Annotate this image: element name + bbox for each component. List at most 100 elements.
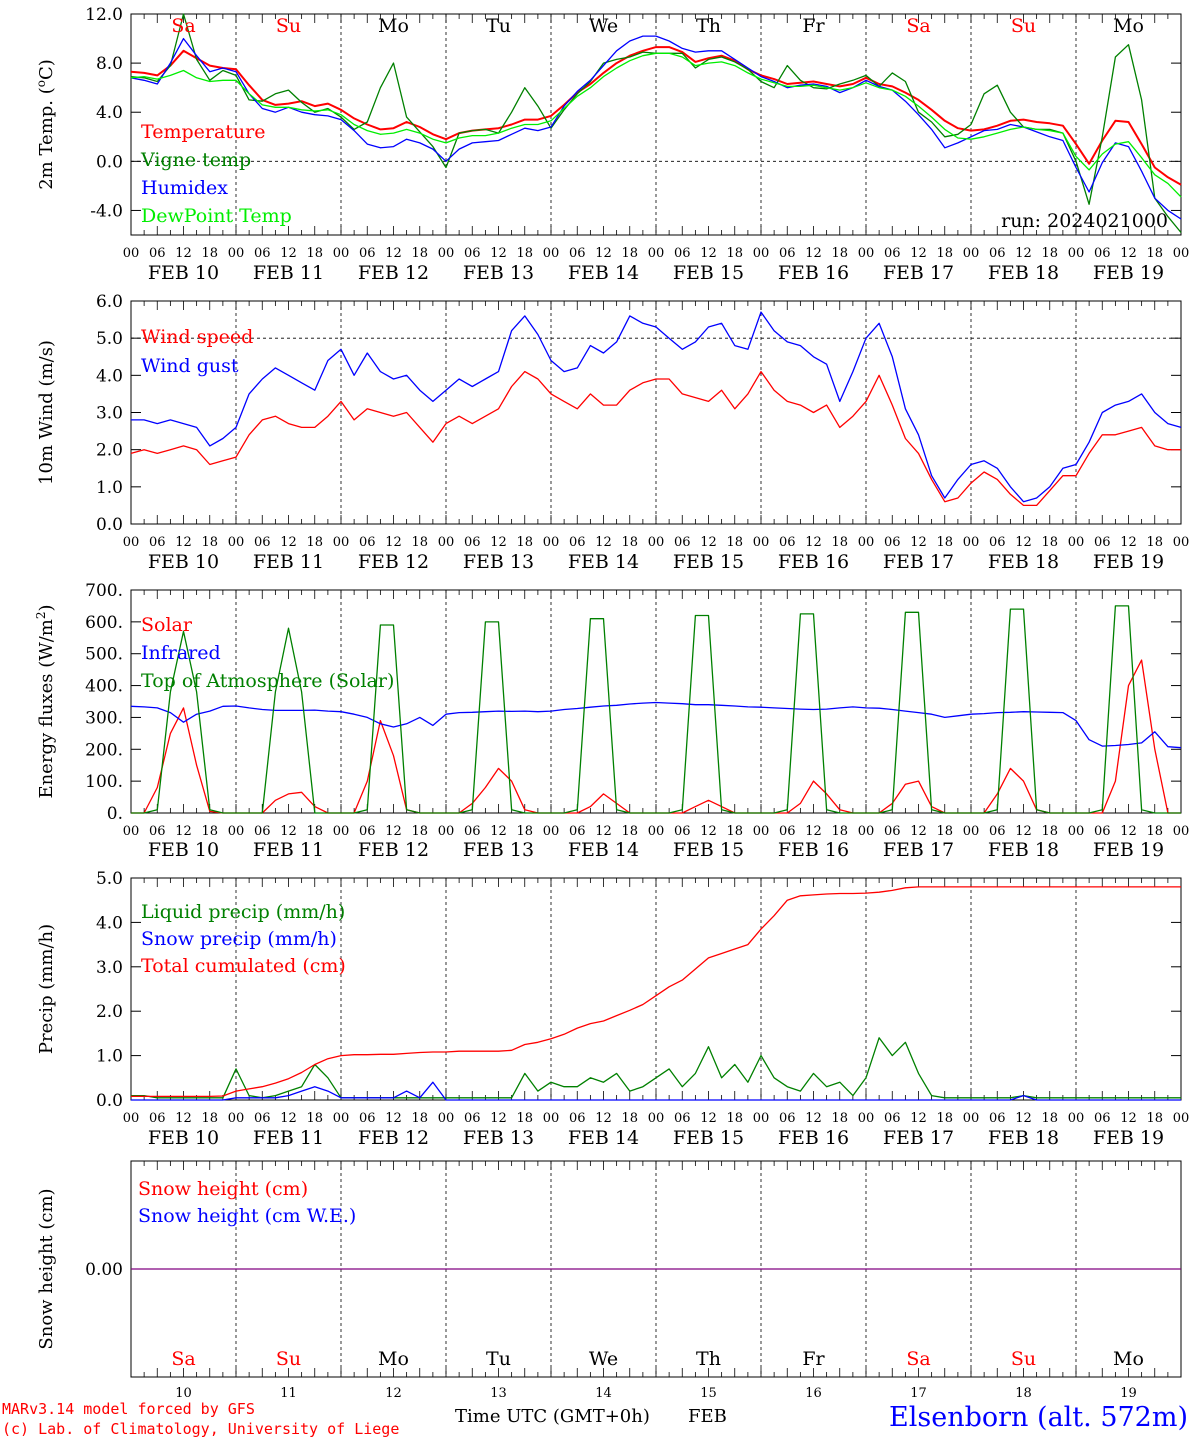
hour-tick-label: 18 xyxy=(201,535,218,550)
hour-tick-label: 00 xyxy=(543,246,560,261)
hour-tick-label: 00 xyxy=(333,824,350,839)
date-label: FEB 16 xyxy=(778,1127,849,1149)
y-tick-label: 0. xyxy=(107,804,123,824)
date-label: FEB 10 xyxy=(148,262,219,284)
date-label: FEB 19 xyxy=(1093,839,1164,861)
hour-tick-label: 06 xyxy=(254,535,271,550)
date-label: FEB 11 xyxy=(253,839,324,861)
y-tick-label: 300. xyxy=(85,708,123,728)
legend-entry: Humidex xyxy=(141,177,228,199)
series-line-total-cumulated-cm xyxy=(131,886,1181,1098)
hour-tick-label: 12 xyxy=(805,246,822,261)
date-label: FEB 16 xyxy=(778,839,849,861)
hour-tick-label: 06 xyxy=(884,824,901,839)
hour-tick-label: 06 xyxy=(674,824,691,839)
hour-tick-label: 18 xyxy=(516,535,533,550)
y-tick-label: 3.0 xyxy=(96,404,123,424)
hour-tick-label: 18 xyxy=(1146,246,1163,261)
y-tick-label: 6.0 xyxy=(96,292,123,312)
date-label: FEB 16 xyxy=(778,262,849,284)
y-axis-label: 2m Temp. (oC) xyxy=(34,59,57,190)
date-label: FEB 15 xyxy=(673,1127,744,1149)
hour-tick-label: 12 xyxy=(1120,246,1137,261)
hour-tick-label: 06 xyxy=(149,824,166,839)
date-label: FEB 15 xyxy=(673,551,744,573)
date-label: FEB 12 xyxy=(358,262,429,284)
hour-tick-label: 00 xyxy=(228,1111,245,1126)
hour-tick-label: 00 xyxy=(1068,535,1085,550)
hour-tick-label: 00 xyxy=(333,535,350,550)
hour-tick-label: 18 xyxy=(306,824,323,839)
date-label: FEB 13 xyxy=(463,262,534,284)
legend-entry: Temperature xyxy=(141,121,265,143)
y-axis-label: Snow height (cm) xyxy=(36,1188,57,1349)
weekday-label: Th xyxy=(696,15,721,37)
date-label: FEB 11 xyxy=(253,551,324,573)
hour-tick-label: 18 xyxy=(1146,824,1163,839)
hour-tick-label: 12 xyxy=(1120,824,1137,839)
hour-tick-label: 00 xyxy=(753,535,770,550)
hour-tick-label: 12 xyxy=(175,246,192,261)
y-tick-label: 2.0 xyxy=(96,441,123,461)
hour-tick-label: 00 xyxy=(1068,1111,1085,1126)
series-line-temperature xyxy=(130,46,1182,186)
day-number-label: 12 xyxy=(385,1386,402,1401)
panel-4: 5.0 4.0 3.0 2.0 1.0 0.0 Precip (mm/h) Liquid pr… xyxy=(36,869,1189,1149)
y-tick-label: 3.0 xyxy=(96,958,123,978)
weekday-label: Fr xyxy=(802,1348,825,1370)
hour-tick-label: 06 xyxy=(464,1111,481,1126)
hour-tick-label: 12 xyxy=(1015,246,1032,261)
legend-entry: Infrared xyxy=(141,642,221,664)
y-tick-label: 600. xyxy=(85,613,123,633)
hour-tick-label: 06 xyxy=(884,246,901,261)
date-label: FEB 17 xyxy=(883,551,954,573)
hour-tick-label: 00 xyxy=(648,824,665,839)
hour-tick-label: 12 xyxy=(910,535,927,550)
hour-tick-label: 12 xyxy=(805,535,822,550)
hour-tick-label: 06 xyxy=(359,246,376,261)
hour-tick-label: 06 xyxy=(989,824,1006,839)
hour-tick-label: 18 xyxy=(516,824,533,839)
hour-tick-label: 18 xyxy=(411,1111,428,1126)
series-line-humidex xyxy=(130,35,1182,220)
series-line-infrared xyxy=(130,701,1182,749)
y-tick-label: 4.0 xyxy=(96,103,123,123)
hour-tick-label: 06 xyxy=(359,824,376,839)
series-line-wind-gust xyxy=(131,311,1182,503)
hour-tick-label: 12 xyxy=(175,535,192,550)
hour-tick-label: 06 xyxy=(779,246,796,261)
hour-tick-label: 00 xyxy=(648,246,665,261)
day-number-label: 17 xyxy=(910,1386,927,1401)
hour-tick-label: 18 xyxy=(621,1111,638,1126)
hour-tick-label: 06 xyxy=(674,535,691,550)
hour-tick-label: 00 xyxy=(1068,246,1085,261)
date-label: FEB 11 xyxy=(253,262,324,284)
hour-tick-label: 06 xyxy=(149,535,166,550)
y-tick-label: 5.0 xyxy=(96,329,123,349)
hour-tick-label: 00 xyxy=(648,535,665,550)
hour-tick-label: 12 xyxy=(910,824,927,839)
date-label: FEB 10 xyxy=(148,551,219,573)
hour-tick-label: 00 xyxy=(228,535,245,550)
y-axis-label: 10m Wind (m/s) xyxy=(36,340,57,485)
hour-tick-label: 12 xyxy=(175,824,192,839)
hour-tick-label: 18 xyxy=(831,535,848,550)
hour-tick-label: 12 xyxy=(490,246,507,261)
hour-tick-label: 12 xyxy=(805,1111,822,1126)
y-tick-label: 500. xyxy=(85,645,123,665)
y-tick-label: 100. xyxy=(85,772,123,792)
date-label: FEB 12 xyxy=(358,1127,429,1149)
weekday-label: Sa xyxy=(906,1348,930,1370)
hour-tick-label: 00 xyxy=(438,1111,455,1126)
hour-tick-label: 06 xyxy=(464,246,481,261)
weekday-label: Fr xyxy=(802,15,825,37)
hour-tick-label: 06 xyxy=(989,246,1006,261)
hour-tick-label: 06 xyxy=(1094,824,1111,839)
hour-tick-label: 12 xyxy=(595,1111,612,1126)
hour-tick-label: 12 xyxy=(595,246,612,261)
series-line-dewpoint-temp xyxy=(130,52,1182,198)
hour-tick-label: 18 xyxy=(201,246,218,261)
hour-tick-label: 00 xyxy=(438,246,455,261)
hour-tick-label: 00 xyxy=(438,535,455,550)
